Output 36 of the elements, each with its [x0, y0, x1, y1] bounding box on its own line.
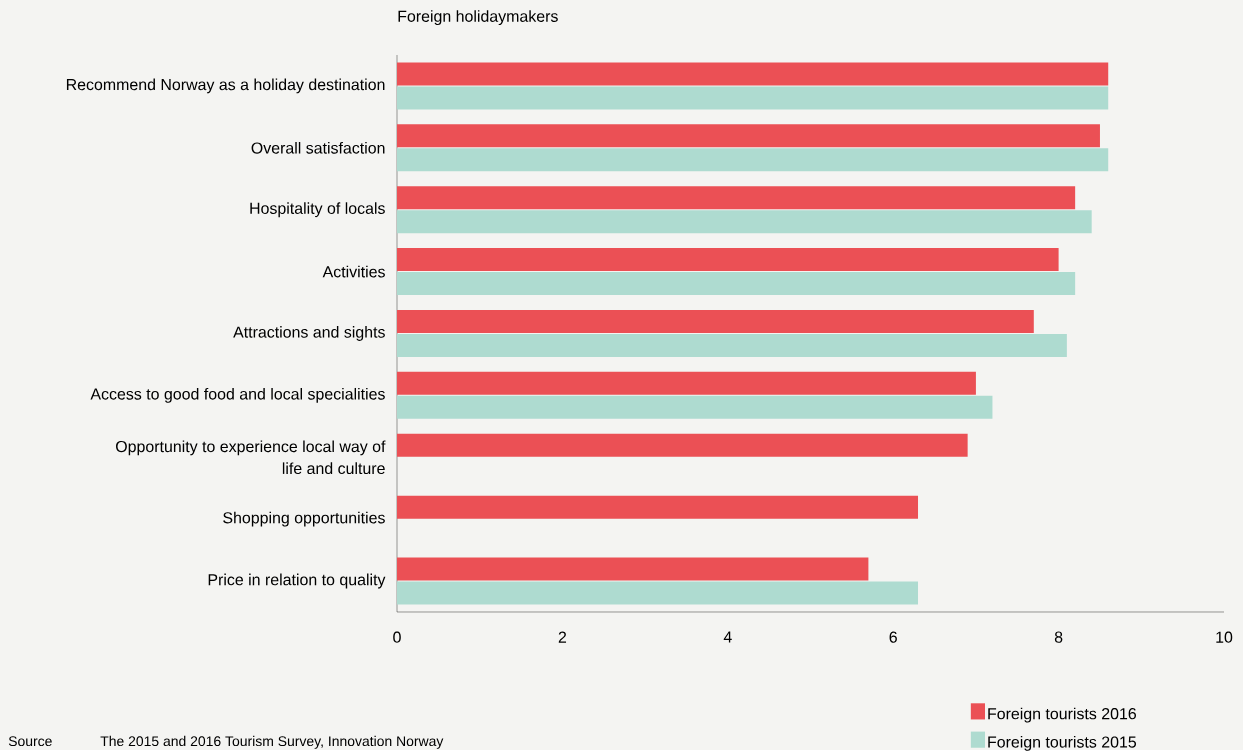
y-tick-label: Shopping opportunities	[223, 511, 385, 527]
bar	[397, 334, 1067, 358]
y-tick-label: Price in relation to quality	[208, 573, 386, 589]
text: Source	[8, 736, 52, 747]
text: The 2015 and 2016 Tourism Survey, Innovation Norway	[100, 735, 444, 749]
bar	[397, 86, 1109, 110]
x-tick-label: 10	[1216, 631, 1233, 643]
bar	[397, 248, 1059, 272]
chart-title: Foreign holidaymakers	[398, 10, 558, 26]
bar	[397, 557, 869, 581]
bar	[397, 310, 1034, 334]
bar	[397, 495, 919, 519]
y-tick-label: Attractions and sights	[233, 326, 385, 341]
x-tick-label: 4	[723, 631, 732, 643]
x-tick-label: 6	[889, 631, 897, 643]
legend-label: Foreign tourists 2016	[988, 707, 1136, 723]
y-tick-label: Activities	[322, 265, 385, 278]
bar	[397, 148, 1109, 172]
x-tick-label: 0	[393, 631, 401, 643]
bar	[397, 433, 968, 457]
y-tick-label: Hospitality of locals	[250, 202, 385, 218]
legend-label: Foreign tourists 2015	[988, 736, 1137, 751]
bar	[397, 124, 1100, 148]
bar	[397, 272, 1076, 296]
bar	[397, 581, 919, 605]
x-tick-label: 2	[558, 631, 567, 643]
bar	[397, 371, 976, 395]
bar	[397, 186, 1076, 210]
bar	[397, 62, 1109, 86]
x-tick-label: 8	[1054, 631, 1063, 643]
bar	[397, 210, 1092, 234]
y-tick-label: Access to good food and local specialities	[90, 388, 385, 403]
y-tick-label: Opportunity to experience local way of life and culture	[116, 440, 386, 475]
y-tick-label: Overall satisfaction	[251, 142, 385, 154]
y-tick-label: Recommend Norway as a holiday destination	[66, 78, 385, 94]
bar	[397, 395, 993, 419]
